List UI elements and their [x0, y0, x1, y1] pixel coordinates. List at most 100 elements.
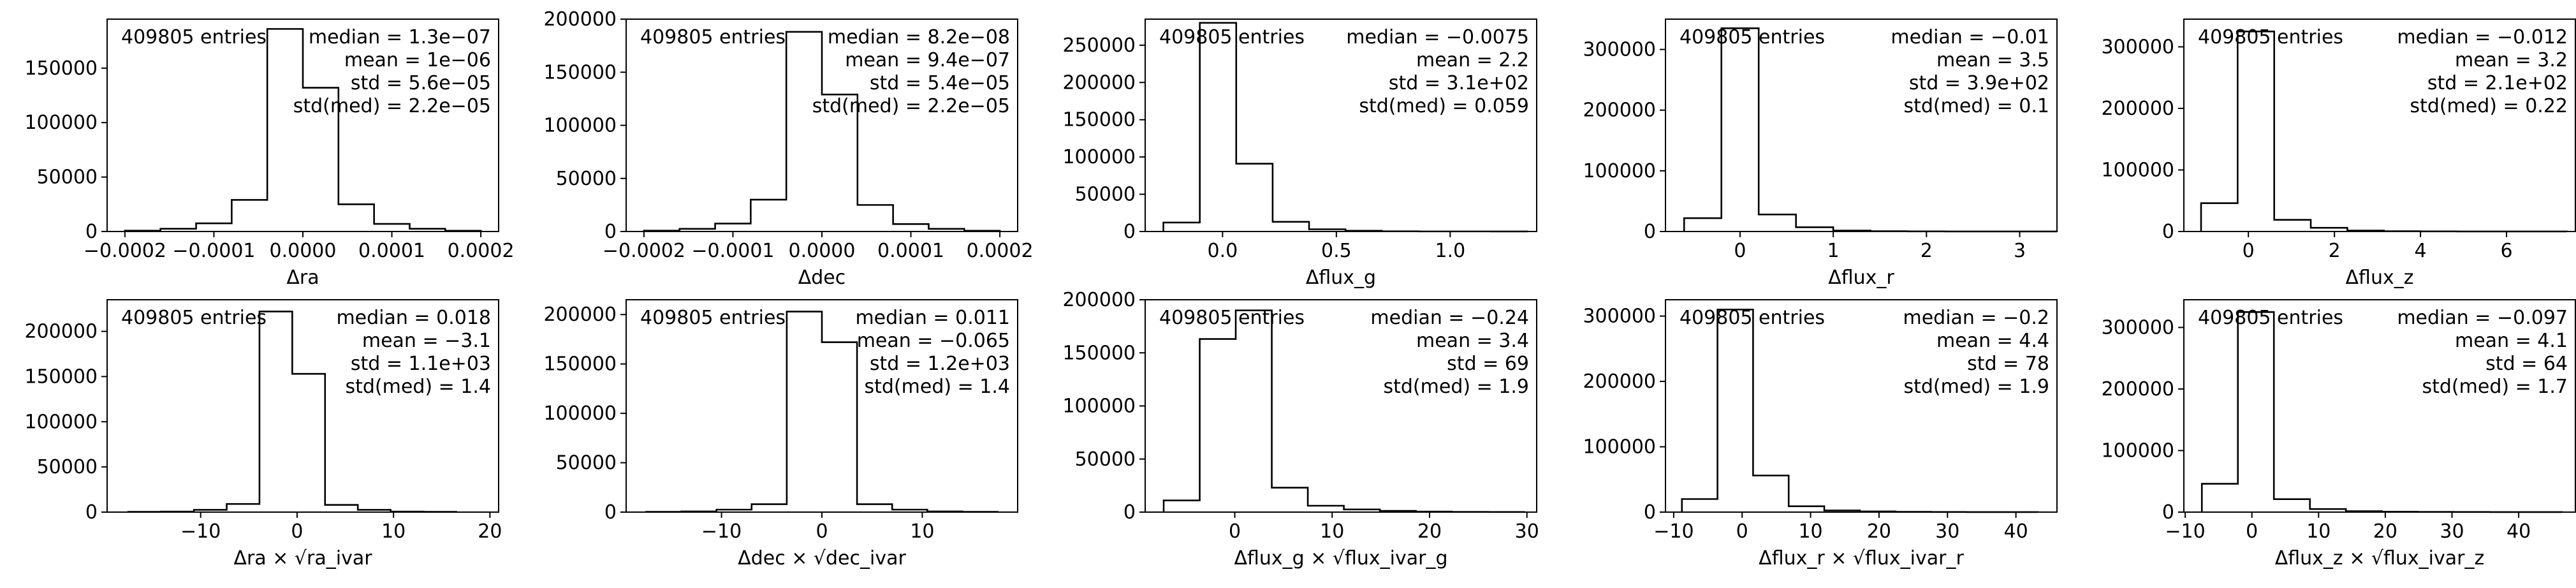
- x-axis-label: Δflux_z: [2346, 267, 2414, 289]
- axes-frame: [2183, 299, 2576, 513]
- entries-label: 409805 entries: [121, 307, 267, 329]
- histogram-bin: [325, 505, 358, 512]
- stats-line: std = 2.1e+02: [2427, 72, 2568, 94]
- stats-line: std(med) = 2.2e−05: [293, 95, 491, 117]
- histogram-bin: [750, 200, 786, 232]
- x-axis-label: Δflux_r × √flux_ivar_r: [1759, 547, 1964, 570]
- histogram-bin: [1753, 476, 1789, 512]
- x-tick-label: 40: [2004, 520, 2028, 543]
- y-tick-label: 100000: [543, 115, 617, 137]
- x-tick-label: 10: [2306, 520, 2331, 543]
- stats-line: std = 78: [1967, 353, 2049, 375]
- x-axis-label: Δra: [286, 267, 319, 289]
- y-tick-label: 150000: [543, 61, 617, 84]
- axes-frame: [106, 299, 499, 513]
- x-tick-label: 20: [1417, 520, 1442, 543]
- histogram-bin: [231, 200, 267, 232]
- y-tick-label: 0: [2162, 221, 2174, 243]
- y-tick-label: 300000: [2101, 36, 2174, 58]
- histogram-bin: [1272, 488, 1308, 512]
- x-tick-label: −0.0001: [691, 240, 774, 262]
- x-tick-label: −0.0001: [172, 240, 255, 262]
- x-tick-label: −10: [180, 520, 221, 543]
- subplot-2: −0.0002 −0.0001 0.0000 0.0001 0.0002 0 50000 10…: [543, 8, 1033, 289]
- histogram-bin: [1759, 214, 1796, 232]
- y-tick-label: 200000: [24, 321, 98, 343]
- x-tick-label: −10: [1653, 520, 1694, 543]
- histogram-bin: [2238, 312, 2274, 512]
- axes-frame: [1145, 18, 1537, 232]
- entries-label: 409805 entries: [121, 26, 267, 48]
- y-tick-label: 150000: [1062, 109, 1136, 131]
- entries-label: 409805 entries: [1159, 26, 1305, 48]
- stats-line: median = −0.012: [2397, 26, 2568, 48]
- x-tick-label: 0: [1734, 240, 1746, 262]
- histogram-bin: [893, 224, 929, 232]
- x-tick-label: −0.0002: [84, 240, 166, 262]
- stats-line: mean = 2.2: [1416, 49, 1529, 71]
- stats-line: median = 0.018: [336, 307, 491, 329]
- y-tick-label: 100000: [1062, 146, 1136, 168]
- y-tick-label: 100000: [2101, 159, 2174, 181]
- y-tick-label: 300000: [1583, 305, 1656, 328]
- y-tick-label: 0: [1644, 501, 1656, 524]
- histogram-bin: [260, 311, 292, 512]
- histogram-bin: [2202, 484, 2237, 512]
- stats-line: std = 5.4e−05: [870, 72, 1010, 94]
- histogram-bin: [1164, 501, 1200, 512]
- x-tick-label: 10: [1798, 520, 1822, 543]
- stats-line: median = −0.0075: [1346, 26, 1529, 48]
- x-tick-label: 0: [2243, 240, 2255, 262]
- y-tick-label: 50000: [1075, 184, 1136, 206]
- y-tick-label: 100000: [1062, 395, 1136, 418]
- x-tick-label: 4: [2415, 240, 2427, 262]
- y-tick-label: 300000: [2101, 316, 2174, 339]
- x-tick-label: 0: [1229, 520, 1241, 543]
- x-tick-label: −10: [701, 520, 742, 543]
- x-tick-label: 20: [2373, 520, 2397, 543]
- y-tick-label: 0: [604, 501, 617, 524]
- stats-line: mean = 9.4e−07: [845, 49, 1010, 71]
- x-tick-label: 0: [291, 520, 303, 543]
- entries-label: 409805 entries: [1680, 26, 1825, 48]
- histogram-bin: [1722, 28, 1759, 232]
- y-tick-label: 200000: [2101, 378, 2174, 401]
- histogram-bin: [2274, 499, 2309, 512]
- histogram-bin: [786, 32, 822, 232]
- stats-line: median = 1.3e−07: [309, 26, 491, 48]
- x-tick-label: 6: [2500, 240, 2512, 262]
- stats-line: std = 69: [1447, 353, 1529, 375]
- stats-line: mean = 3.2: [2455, 49, 2568, 71]
- histogram-bin: [1308, 506, 1344, 512]
- y-tick-label: 150000: [1062, 342, 1136, 364]
- histogram-bin: [339, 204, 374, 232]
- subplot-5: 0 2 4 6 0 100000 200000 300000 Δflux_z 409805 ent…: [2101, 18, 2576, 289]
- x-tick-label: 30: [1515, 520, 1539, 543]
- stats-line: std = 64: [2485, 353, 2568, 375]
- histogram-bin: [787, 312, 822, 512]
- y-tick-label: 0: [85, 221, 98, 243]
- y-tick-label: 0: [604, 221, 617, 243]
- y-tick-label: 0: [85, 501, 98, 524]
- y-tick-label: 200000: [1583, 371, 1656, 393]
- stats-line: median = −0.097: [2397, 307, 2568, 329]
- entries-label: 409805 entries: [640, 307, 786, 329]
- entries-label: 409805 entries: [2198, 307, 2343, 329]
- y-tick-label: 100000: [1583, 436, 1656, 459]
- y-tick-label: 300000: [1583, 39, 1656, 61]
- y-tick-label: 50000: [556, 452, 617, 474]
- stats-line: median = 0.011: [855, 307, 1010, 329]
- stats-line: mean = 4.1: [2455, 330, 2568, 352]
- histogram-bin: [292, 374, 325, 512]
- histogram-bin: [1164, 223, 1200, 232]
- y-tick-label: 200000: [543, 304, 617, 326]
- y-tick-label: 200000: [543, 8, 617, 31]
- axes-frame: [1665, 18, 2058, 232]
- histogram-bin: [1200, 339, 1236, 512]
- histogram-bin: [858, 205, 893, 232]
- histogram-bin: [1236, 311, 1272, 512]
- x-tick-label: 30: [1935, 520, 1959, 543]
- x-tick-label: 0.0002: [967, 240, 1034, 262]
- entries-label: 409805 entries: [640, 26, 786, 48]
